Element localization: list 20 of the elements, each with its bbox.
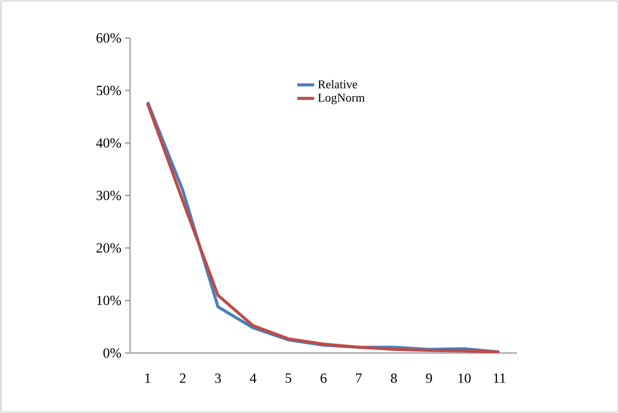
x-tick-label: 4 — [250, 374, 256, 383]
y-tick-label: 40% — [96, 138, 122, 148]
x-tick-label: 7 — [356, 374, 362, 383]
x-tick-label: 8 — [390, 374, 397, 383]
x-tick-label: 9 — [426, 374, 432, 383]
legend-label: LogNorm — [318, 94, 365, 104]
x-tick-label: 2 — [180, 374, 186, 383]
y-tick-label: 10% — [97, 296, 122, 306]
y-tick-label: 60% — [96, 33, 122, 43]
y-tick-label: 50% — [96, 86, 122, 96]
x-tick-label: 10 — [458, 374, 471, 383]
y-tick-label: 30% — [96, 190, 122, 200]
x-tick-label: 11 — [494, 374, 506, 383]
x-tick-label: 6 — [320, 374, 327, 383]
x-tick-label: 1 — [145, 374, 150, 383]
y-tick-label: 20% — [96, 243, 122, 253]
x-tick-label: 3 — [215, 374, 221, 383]
y-tick-label: 0% — [103, 348, 122, 358]
x-tick-label: 5 — [286, 374, 292, 383]
legend-label: Relative — [318, 80, 358, 88]
